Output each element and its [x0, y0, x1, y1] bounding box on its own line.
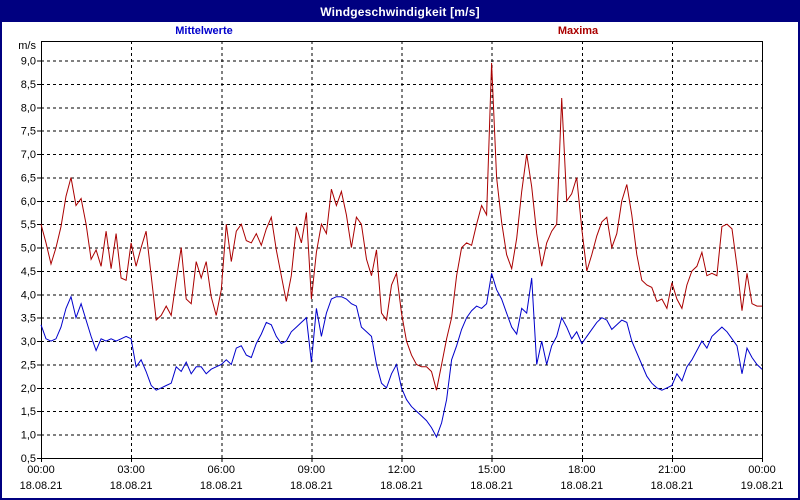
y-tick-label: 3,0	[21, 336, 36, 348]
maxima-line	[40, 62, 762, 391]
y-tick-label: 5,0	[21, 243, 36, 255]
y-tick-label: 6,0	[21, 196, 36, 208]
y-tick-label: 9,0	[21, 56, 36, 68]
x-tick-date-label: 18.08.21	[110, 480, 153, 492]
y-axis-unit-label: m/s	[18, 40, 36, 52]
x-tick-time-label: 06:00	[207, 464, 235, 476]
x-tick-date-label: 18.08.21	[560, 480, 603, 492]
x-tick-date-label: 19.08.21	[741, 480, 784, 492]
y-tick-label: 8,0	[21, 102, 36, 114]
x-tick-date-label: 18.08.21	[290, 480, 333, 492]
x-tick-time-label: 03:00	[117, 464, 145, 476]
x-tick-time-label: 21:00	[658, 464, 686, 476]
y-tick-label: 3,5	[21, 313, 36, 325]
x-tick-time-label: 00:00	[748, 464, 776, 476]
x-tick-time-label: 09:00	[298, 464, 326, 476]
y-tick-label: 2,5	[21, 359, 36, 371]
legend-maxima-label: Maxima	[557, 25, 599, 37]
mittelwerte-line	[40, 273, 763, 439]
y-tick-label: 1,5	[21, 406, 36, 418]
y-tick-label: 0,5	[21, 453, 36, 465]
x-tick-date-label: 18.08.21	[20, 480, 63, 492]
x-tick-time-label: 15:00	[478, 464, 506, 476]
x-tick-time-label: 12:00	[388, 464, 416, 476]
y-tick-label: 5,5	[21, 219, 36, 231]
y-tick-label: 4,0	[21, 289, 36, 301]
y-tick-label: 6,5	[21, 172, 36, 184]
y-tick-label: 8,5	[21, 79, 36, 91]
y-tick-label: 2,0	[21, 383, 36, 395]
x-tick-date-label: 18.08.21	[380, 480, 423, 492]
x-tick-time-label: 00:00	[27, 464, 55, 476]
window-title: Windgeschwindigkeit [m/s]	[320, 5, 480, 19]
y-tick-label: 1,0	[21, 430, 36, 442]
x-tick-date-label: 18.08.21	[650, 480, 693, 492]
y-tick-label: 7,5	[21, 126, 36, 138]
x-tick-time-label: 18:00	[568, 464, 596, 476]
title-bar: Windgeschwindigkeit [m/s]	[2, 2, 798, 22]
x-tick-date-label: 18.08.21	[470, 480, 513, 492]
y-tick-label: 4,5	[21, 266, 36, 278]
y-tick-label: 7,0	[21, 149, 36, 161]
legend-mittelwerte-label: Mittelwerte	[175, 25, 233, 37]
x-tick-date-label: 18.08.21	[200, 480, 243, 492]
